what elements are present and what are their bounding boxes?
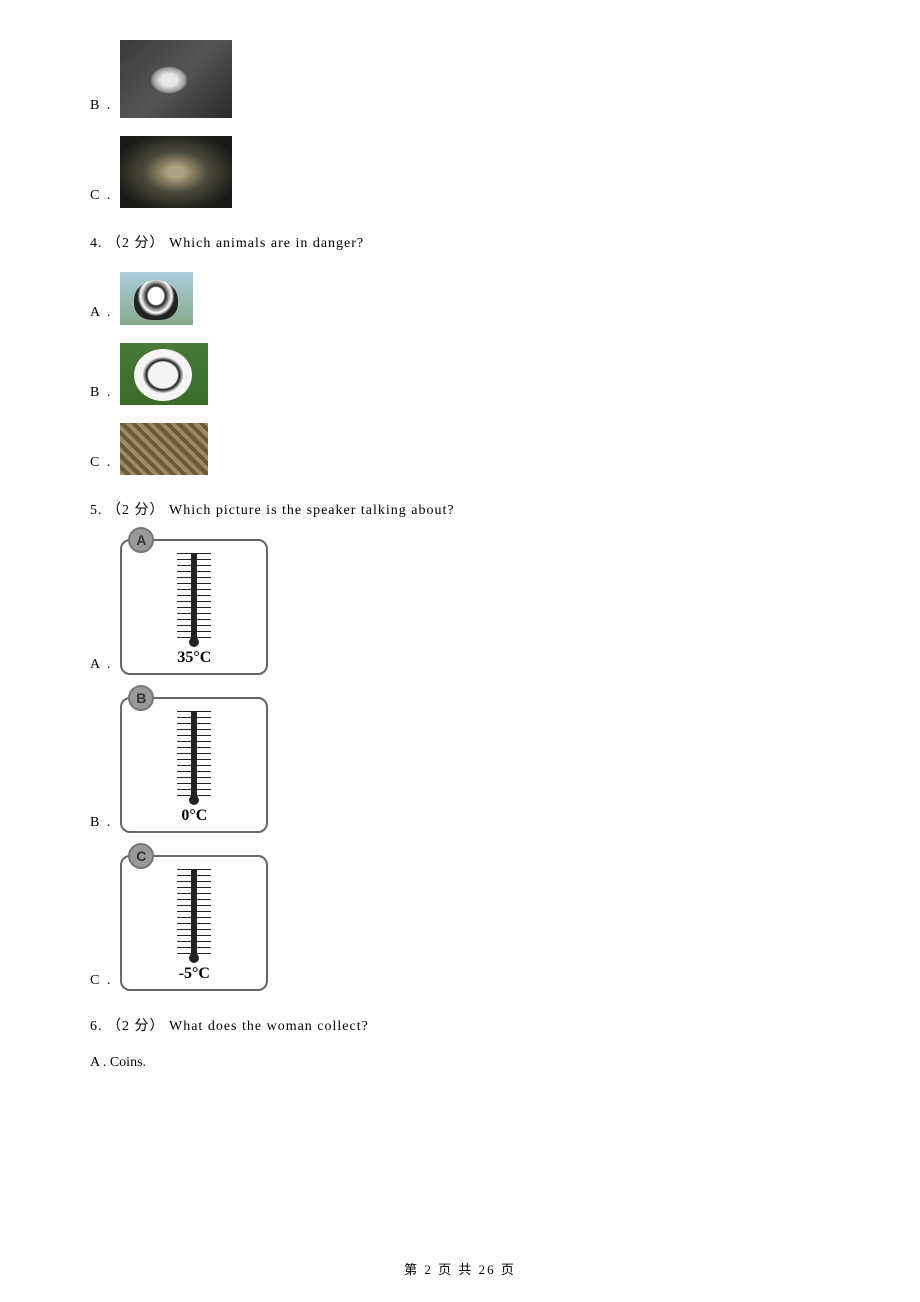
option-label: A . xyxy=(90,305,112,325)
thermometer-badge: B xyxy=(128,685,154,711)
question-number: 4. xyxy=(90,236,103,251)
thermometer-c: C -5°C xyxy=(120,855,268,991)
footer-current: 2 xyxy=(424,1262,433,1277)
q3-option-c: C . xyxy=(90,136,830,208)
q4-option-b: B . xyxy=(90,343,830,405)
q5-option-b: B . B 0°C xyxy=(90,697,830,833)
option-text: Coins. xyxy=(110,1055,146,1070)
question-points: （2 分） xyxy=(107,236,165,251)
thermometer-badge: A xyxy=(128,527,154,553)
question-number: 5. xyxy=(90,503,103,518)
question-body: Which picture is the speaker talking abo… xyxy=(169,503,455,518)
thermometer-temp: 0°C xyxy=(181,807,207,825)
footer-mid: 页 共 xyxy=(433,1262,479,1277)
option-label: C . xyxy=(90,973,112,991)
question-body: What does the woman collect? xyxy=(169,1019,369,1034)
panda-face-image xyxy=(120,343,208,405)
question-body: Which animals are in danger? xyxy=(169,236,364,251)
q6-option-a: A . Coins. xyxy=(90,1055,830,1071)
thermometer-a: A 35°C xyxy=(120,539,268,675)
q5-option-c: C . C -5°C xyxy=(90,855,830,991)
footer-total: 26 xyxy=(479,1262,496,1277)
option-label: B . xyxy=(90,98,112,118)
question-6: 6. （2 分） What does the woman collect? xyxy=(90,1015,830,1035)
thermometer-temp: -5°C xyxy=(179,965,210,983)
q4-option-c: C . xyxy=(90,423,830,475)
lion-image xyxy=(120,136,232,208)
option-label: C . xyxy=(90,455,112,475)
thermometer-b: B 0°C xyxy=(120,697,268,833)
thermometer-temp: 35°C xyxy=(177,649,211,667)
option-label: A . xyxy=(90,657,112,675)
question-points: （2 分） xyxy=(107,503,165,518)
page-footer: 第 2 页 共 26 页 xyxy=(0,1259,920,1278)
option-label: C . xyxy=(90,188,112,208)
option-label: B . xyxy=(90,815,112,833)
footer-prefix: 第 xyxy=(404,1262,424,1277)
q4-option-a: A . xyxy=(90,272,830,325)
thermometer-stick-icon xyxy=(191,711,197,797)
question-5: 5. （2 分） Which picture is the speaker ta… xyxy=(90,499,830,519)
question-points: （2 分） xyxy=(107,1019,165,1034)
q5-option-a: A . A 35°C xyxy=(90,539,830,675)
footer-suffix: 页 xyxy=(496,1262,516,1277)
panda-image xyxy=(120,40,232,118)
thermometer-stick-icon xyxy=(191,869,197,955)
option-label: B . xyxy=(90,385,112,405)
question-4: 4. （2 分） Which animals are in danger? xyxy=(90,232,830,252)
q3-option-b: B . xyxy=(90,40,830,118)
option-label: A . xyxy=(90,1055,106,1070)
thermometer-badge: C xyxy=(128,843,154,869)
thermometer-stick-icon xyxy=(191,553,197,639)
cat-image xyxy=(120,423,208,475)
question-number: 6. xyxy=(90,1019,103,1034)
dog-image xyxy=(120,272,193,325)
